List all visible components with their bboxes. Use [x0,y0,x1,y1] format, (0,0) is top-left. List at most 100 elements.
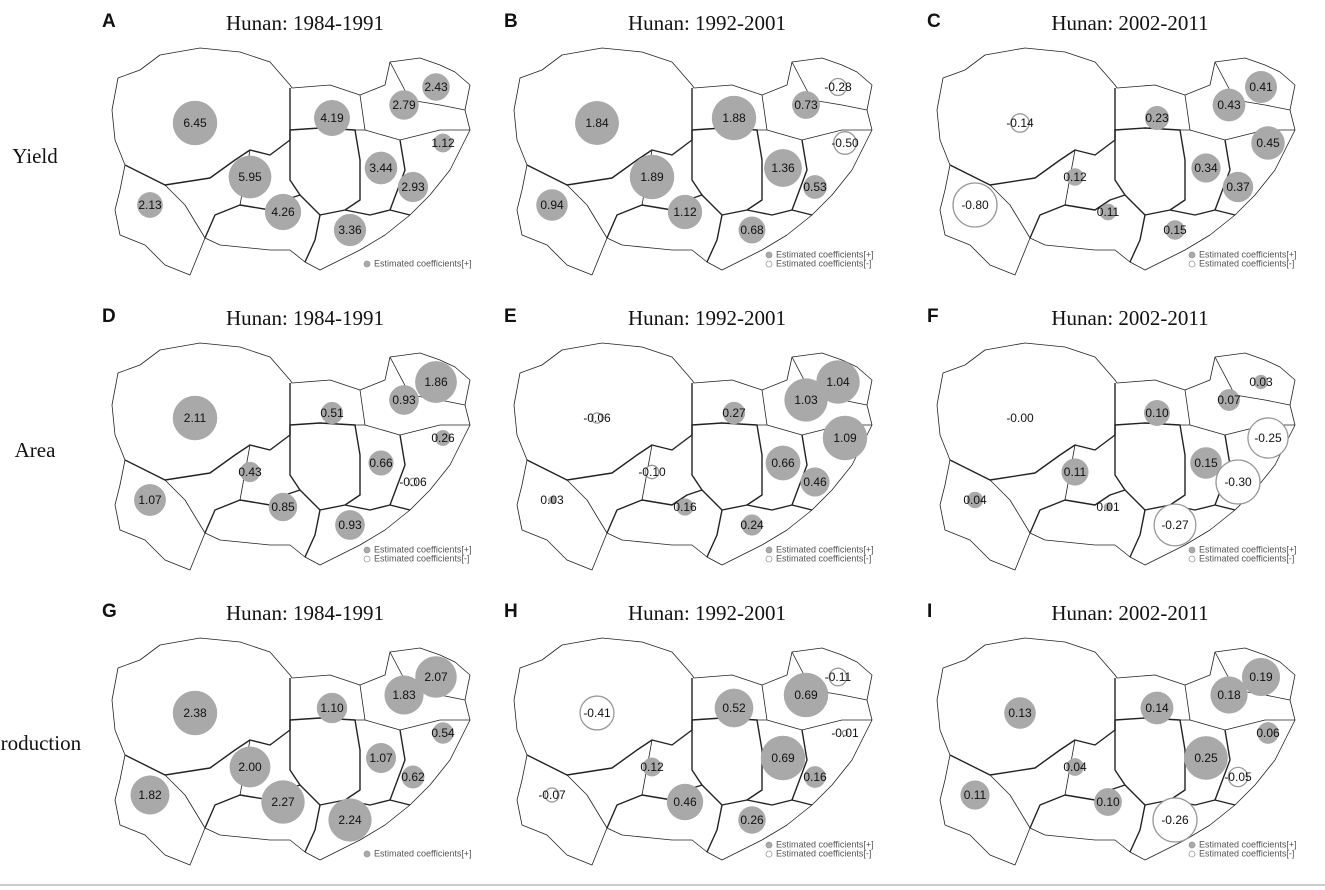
coefficient-bubble [1144,105,1170,131]
coefficient-label: -0.01 [831,726,859,740]
coefficient-label: 0.26 [740,813,764,827]
legend-label: Estimated coefficients[-] [374,553,469,563]
coefficient-label: 4.26 [271,205,295,219]
coefficient-bubble [803,175,827,199]
panel-title: Hunan: 2002-2011 [1051,306,1208,330]
coefficient-bubble [1218,389,1240,411]
coefficient-bubble [711,95,757,141]
coefficient-bubble [328,798,372,842]
coefficient-label: 0.15 [1163,223,1187,237]
coefficient-bubble [1066,758,1084,776]
coefficient-label: -0.28 [824,80,852,94]
coefficient-bubble [432,722,454,744]
coefficient-label: -0.06 [399,475,427,489]
legend-symbol [765,260,773,268]
coefficient-bubble [764,149,802,187]
legend-symbol [1188,555,1196,563]
legend-label: Estimated coefficients[-] [1199,258,1294,268]
legend-symbol [1188,841,1196,849]
coefficient-label: 0.16 [803,770,827,784]
region-map [936,47,1296,276]
coefficient-bubble [415,361,457,403]
row-label: Production [0,731,82,755]
coefficient-label: 2.93 [401,180,425,194]
coefficient-bubble [384,675,424,715]
coefficient-label: 1.36 [771,161,795,175]
coefficient-label: 1.03 [794,393,818,407]
coefficient-label: 1.12 [431,136,455,150]
panel-title: Hunan: 1992-2001 [628,11,786,35]
coefficient-bubble [960,780,990,810]
coefficient-bubble [1245,71,1277,103]
coefficient-bubble [722,401,746,425]
legend-symbol [765,555,773,563]
coefficient-label: 0.01 [1096,500,1120,514]
legend-symbol [363,546,371,554]
coefficient-bubble [1066,168,1084,186]
legend-symbol [765,850,773,858]
coefficient-bubble [828,667,848,687]
coefficient-bubble [389,385,419,415]
coefficient-bubble [1227,766,1249,788]
coefficient-bubble [1004,697,1036,729]
legend-label: Estimated coefficients[+] [776,839,874,849]
coefficient-label: 1.12 [673,205,697,219]
coefficient-bubble [172,395,218,441]
coefficient-bubble [816,360,860,404]
coefficient-label: 0.43 [1217,98,1241,112]
coefficient-label: 0.12 [1063,170,1087,184]
coefficient-bubble [1257,722,1279,744]
coefficient-label: -0.00 [1006,411,1034,425]
coefficient-label: -0.11 [825,670,852,684]
coefficient-label: 0.68 [740,223,764,237]
coefficient-bubble [1190,447,1222,479]
coefficient-label: 1.84 [585,116,609,130]
coefficient-bubble [833,131,857,155]
coefficient-label: 6.45 [183,116,207,130]
coefficient-bubble [172,690,218,736]
coefficient-bubble [952,182,998,228]
coefficient-bubble [738,216,766,244]
coefficient-label: 2.24 [338,813,362,827]
coefficient-label: 0.10 [1145,406,1169,420]
region-map [936,637,1296,866]
coefficient-bubble [1144,400,1170,426]
coefficient-bubble [1253,374,1269,390]
coefficient-label: -0.26 [1161,813,1189,827]
coefficient-label: 1.09 [833,431,857,445]
coefficient-label: -0.07 [538,788,566,802]
coefficient-bubble [264,193,302,231]
coefficient-label: 1.89 [640,170,664,184]
coefficient-label: 2.79 [392,98,416,112]
coefficient-bubble [130,775,170,815]
coefficient-bubble [666,783,704,821]
coefficient-label: 2.43 [424,80,448,94]
coefficient-label: 0.94 [540,198,564,212]
legend-label: Estimated coefficients[-] [776,553,871,563]
panel: F Hunan: 2002-2011 -0.00 0.04 0.11 0.01 -0.27 0… [927,306,1297,571]
coefficient-bubble [1212,88,1246,122]
coefficient-label: 0.10 [1096,795,1120,809]
legend-symbol [363,850,371,858]
coefficient-bubble [335,510,365,540]
coefficient-label: 0.25 [1194,751,1218,765]
legend-symbol [765,251,773,259]
legend-symbol [1188,850,1196,858]
coefficient-label: -0.14 [1006,116,1034,130]
coefficient-label: 0.69 [771,751,795,765]
coefficient-bubble [591,412,603,424]
coefficient-bubble [1010,113,1030,133]
coefficient-label: 0.66 [369,456,393,470]
row-label: Yield [12,144,58,168]
coefficient-bubble [741,514,763,536]
panel: H Hunan: 1992-2001 -0.41 -0.07 0.12 0.46 0.26 0… [504,601,874,866]
coefficient-label: 0.37 [1226,180,1250,194]
coefficient-bubble [389,90,419,120]
legend-label: Estimated coefficients[-] [776,258,871,268]
coefficient-bubble [1210,676,1248,714]
coefficient-bubble [1191,153,1221,183]
coefficient-label: 0.53 [803,180,827,194]
coefficient-label: 0.46 [803,475,827,489]
legend-label: Estimated coefficients[-] [1199,848,1294,858]
